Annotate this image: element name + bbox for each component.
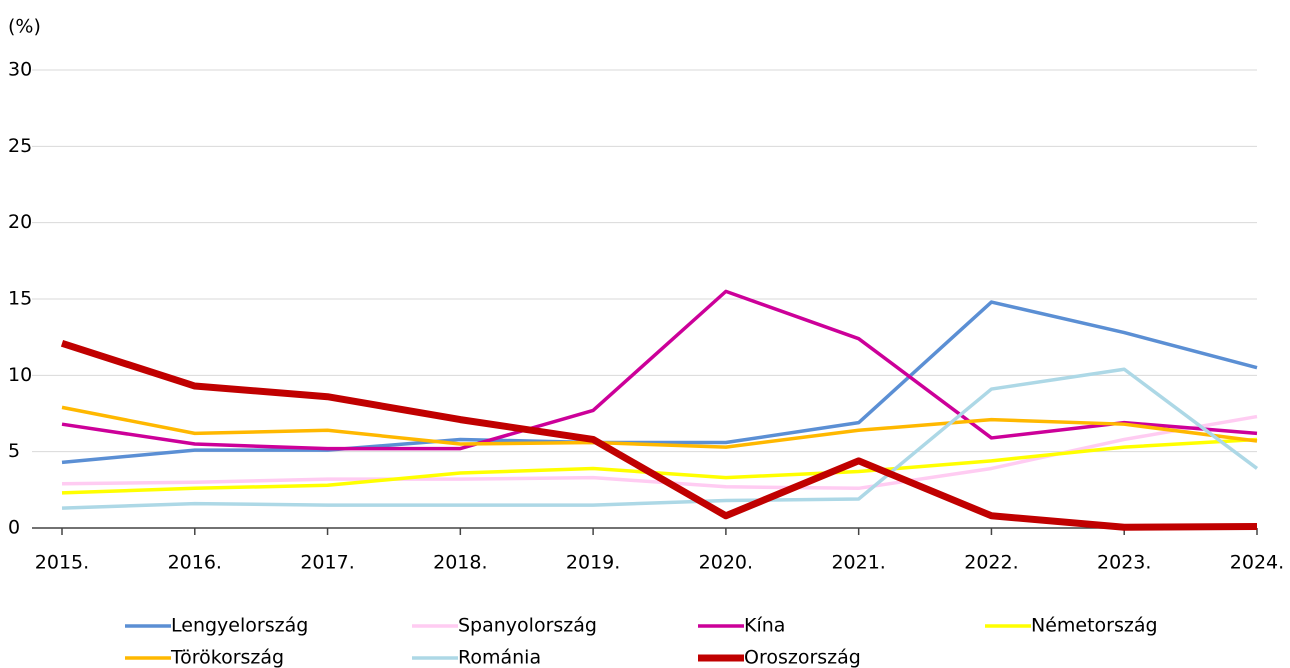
y-tick-label: 15 [8, 288, 32, 310]
x-tick-label: 2021. [831, 552, 885, 574]
y-tick-label: 30 [8, 59, 32, 81]
x-tick-label: 2019. [566, 552, 620, 574]
legend-label: Románia [458, 647, 541, 668]
series-line [60, 339, 1258, 531]
y-tick-label: 0 [8, 517, 20, 539]
y-tick-label: 20 [8, 211, 32, 233]
x-tick-label: 2015. [35, 552, 89, 574]
series-line [61, 367, 1259, 510]
legend-label: Lengyelország [171, 615, 308, 637]
series-line [61, 289, 1258, 451]
series-line [61, 405, 1258, 449]
x-tick-label: 2022. [964, 552, 1018, 574]
legend-label: Kína [744, 615, 785, 637]
y-axis-label: (%) [8, 16, 41, 38]
x-tick-label: 2017. [300, 552, 354, 574]
y-tick-label: 25 [8, 135, 32, 157]
y-tick-label: 10 [8, 364, 32, 386]
legend-label: Törökország [170, 647, 284, 668]
x-tick-label: 2024. [1230, 552, 1284, 574]
y-tick-label: 5 [8, 440, 20, 462]
x-tick-label: 2018. [433, 552, 487, 574]
x-tick-label: 2023. [1097, 552, 1151, 574]
x-tick-label: 2016. [168, 552, 222, 574]
legend-label: Oroszország [744, 647, 861, 668]
legend-label: Spanyolország [458, 615, 597, 637]
legend-label: Németország [1031, 615, 1158, 637]
x-tick-label: 2020. [699, 552, 753, 574]
series-line [61, 300, 1258, 465]
series-line [61, 437, 1258, 495]
